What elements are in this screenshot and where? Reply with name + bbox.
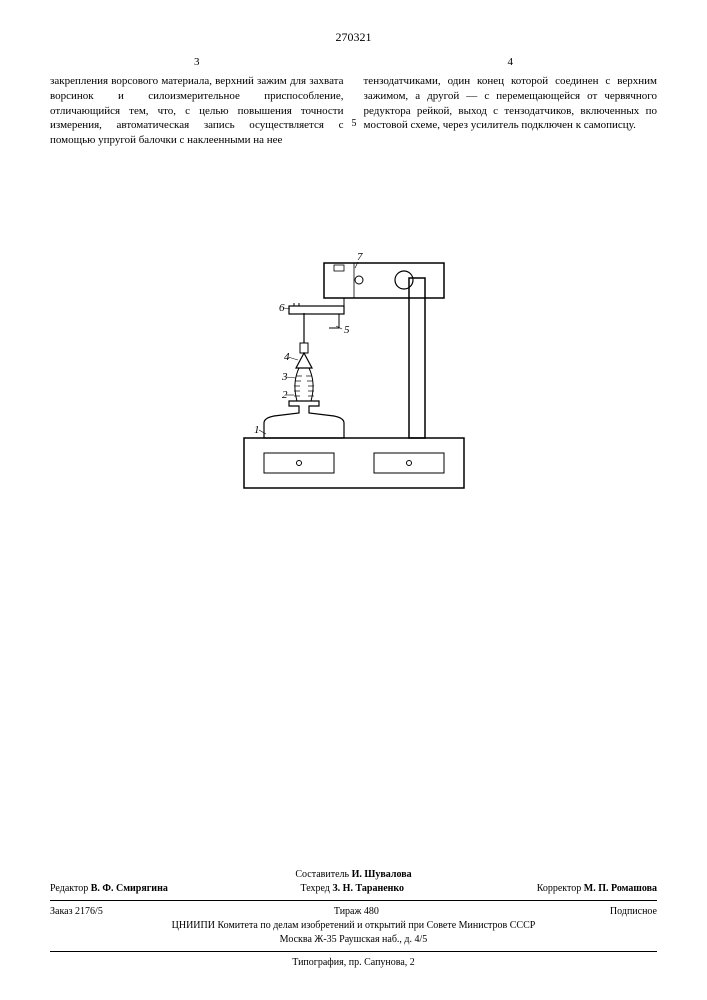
techred-cell: Техред З. Н. Тараненко [300, 882, 404, 896]
apparatus-diagram: 1 2 3 4 5 6 7 [204, 208, 504, 508]
typography-line: Типография, пр. Сапунова, 2 [50, 956, 657, 970]
corrector-label: Корректор [537, 883, 582, 894]
right-text: тензодатчиками, один конец которой соеди… [364, 75, 658, 132]
corrector-cell: Корректор М. П. Ромашова [537, 882, 657, 896]
fig-label-4: 4 [284, 351, 290, 363]
tirazh-label: Тираж [334, 906, 362, 917]
margin-line-number: 5 [352, 117, 357, 131]
editor-name: В. Ф. Смирягина [91, 883, 168, 894]
order-cell: Заказ 2176/5 [50, 905, 103, 919]
right-col-number: 4 [364, 55, 658, 70]
tirazh-cell: Тираж 480 [334, 905, 379, 919]
addr-line: Москва Ж-35 Раушская наб., д. 4/5 [50, 933, 657, 947]
compiler-line: Составитель И. Шувалова [50, 868, 657, 882]
order-value: 2176/5 [75, 906, 103, 917]
signed-cell: Подписное [610, 905, 657, 919]
left-text: закрепления ворсового материала, верхний… [50, 75, 344, 146]
editor-label: Редактор [50, 883, 88, 894]
org-line: ЦНИИПИ Комитета по делам изобретений и о… [50, 919, 657, 933]
editor-cell: Редактор В. Ф. Смирягина [50, 882, 168, 896]
credits-row: Редактор В. Ф. Смирягина Техред З. Н. Та… [50, 882, 657, 896]
fig-label-5: 5 [344, 324, 350, 336]
compiler-label: Составитель [295, 869, 349, 880]
right-column: 4 5 тензодатчиками, один конец которой с… [364, 55, 658, 148]
compiler-name: И. Шувалова [352, 869, 412, 880]
fig-label-1: 1 [254, 424, 260, 436]
techred-name: З. Н. Тараненко [332, 883, 404, 894]
techred-label: Техред [300, 883, 329, 894]
text-columns: 3 закрепления ворсового материала, верхн… [50, 55, 657, 148]
publication-row: Заказ 2176/5 Тираж 480 Подписное [50, 905, 657, 919]
patent-figure: 1 2 3 4 5 6 7 [50, 208, 657, 513]
document-number: 270321 [50, 30, 657, 45]
order-label: Заказ [50, 906, 73, 917]
left-column: 3 закрепления ворсового материала, верхн… [50, 55, 344, 148]
tirazh-value: 480 [364, 906, 379, 917]
footer-block: Составитель И. Шувалова Редактор В. Ф. С… [50, 868, 657, 970]
fig-label-7: 7 [357, 251, 363, 263]
corrector-name: М. П. Ромашова [584, 883, 657, 894]
left-col-number: 3 [50, 55, 344, 70]
